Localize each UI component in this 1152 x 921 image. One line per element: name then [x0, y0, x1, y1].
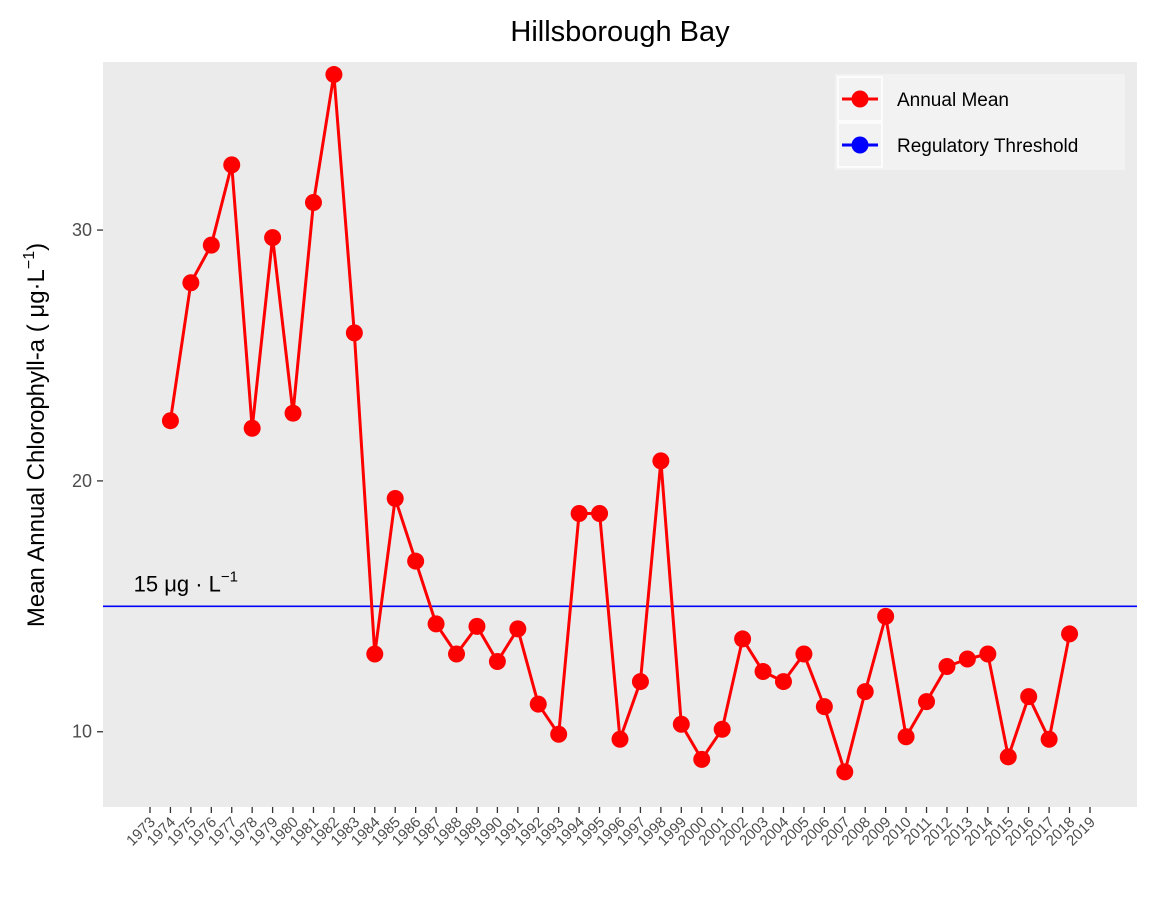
- data-point-1989: [468, 617, 486, 635]
- data-point-1978: [243, 419, 261, 437]
- data-point-1985: [386, 489, 404, 507]
- data-point-2014: [979, 645, 997, 663]
- threshold-annotation-text: 15 μg · L: [134, 571, 221, 596]
- data-point-1975: [182, 274, 200, 292]
- legend-label-regulatory-threshold: Regulatory Threshold: [897, 136, 1078, 157]
- data-point-1991: [509, 620, 527, 638]
- data-point-1988: [448, 645, 466, 663]
- data-point-1993: [550, 725, 568, 743]
- data-point-1980: [284, 404, 302, 422]
- data-point-2001: [713, 720, 731, 738]
- data-point-2009: [877, 607, 895, 625]
- data-point-1982: [325, 66, 343, 84]
- data-point-1999: [672, 715, 690, 733]
- legend-marker-annual-mean: [851, 90, 869, 108]
- data-point-2006: [815, 698, 833, 716]
- data-point-2007: [836, 763, 854, 781]
- y-tick-label-20: 20: [72, 471, 92, 491]
- data-point-2004: [774, 673, 792, 691]
- data-point-1995: [591, 505, 609, 523]
- legend-marker-regulatory-threshold: [851, 136, 869, 154]
- data-point-1998: [652, 452, 670, 470]
- data-point-1984: [366, 645, 384, 663]
- data-point-1981: [304, 193, 322, 211]
- chart-title: Hillsborough Bay: [510, 16, 730, 48]
- data-point-1987: [427, 615, 445, 633]
- data-point-1990: [488, 653, 506, 671]
- data-point-2010: [897, 728, 915, 746]
- data-point-2011: [918, 693, 936, 711]
- legend-label-annual-mean: Annual Mean: [897, 90, 1009, 111]
- y-axis-label-text: Mean Annual Chlorophyll-a ( μg·L: [23, 269, 50, 627]
- data-point-2008: [856, 683, 874, 701]
- data-point-2005: [795, 645, 813, 663]
- y-axis-label: Mean Annual Chlorophyll-a ( μg·L−1): [21, 243, 50, 627]
- legend: Annual Mean Regulatory Threshold: [835, 74, 1125, 170]
- data-point-2018: [1061, 625, 1079, 643]
- legend-background: [835, 74, 1125, 170]
- data-point-1992: [529, 695, 547, 713]
- y-axis-label-sup: −1: [21, 251, 38, 269]
- data-point-1974: [161, 412, 179, 430]
- y-axis-label-suffix: ): [23, 243, 50, 251]
- y-axis: 10 20 30: [72, 220, 103, 742]
- data-point-1977: [223, 156, 241, 174]
- y-tick-label-30: 30: [72, 220, 92, 240]
- x-axis: 1973197419751976197719781979198019811982…: [123, 807, 1099, 849]
- data-point-1994: [570, 505, 588, 523]
- data-point-2015: [999, 748, 1017, 766]
- data-point-1996: [611, 730, 629, 748]
- threshold-annotation: 15 μg · L−1: [134, 568, 238, 596]
- data-point-1983: [345, 324, 363, 342]
- data-point-2012: [938, 658, 956, 676]
- data-point-2016: [1020, 688, 1038, 706]
- data-point-2013: [958, 650, 976, 668]
- data-point-1997: [631, 673, 649, 691]
- data-point-1976: [202, 236, 220, 254]
- data-point-2002: [734, 630, 752, 648]
- data-point-2017: [1040, 730, 1058, 748]
- data-point-2003: [754, 663, 772, 681]
- data-point-1986: [407, 552, 425, 570]
- data-point-2000: [693, 750, 711, 768]
- y-tick-label-10: 10: [72, 722, 92, 742]
- plot-panel: [103, 62, 1137, 807]
- threshold-annotation-sup: −1: [221, 568, 238, 585]
- data-point-1979: [264, 229, 282, 247]
